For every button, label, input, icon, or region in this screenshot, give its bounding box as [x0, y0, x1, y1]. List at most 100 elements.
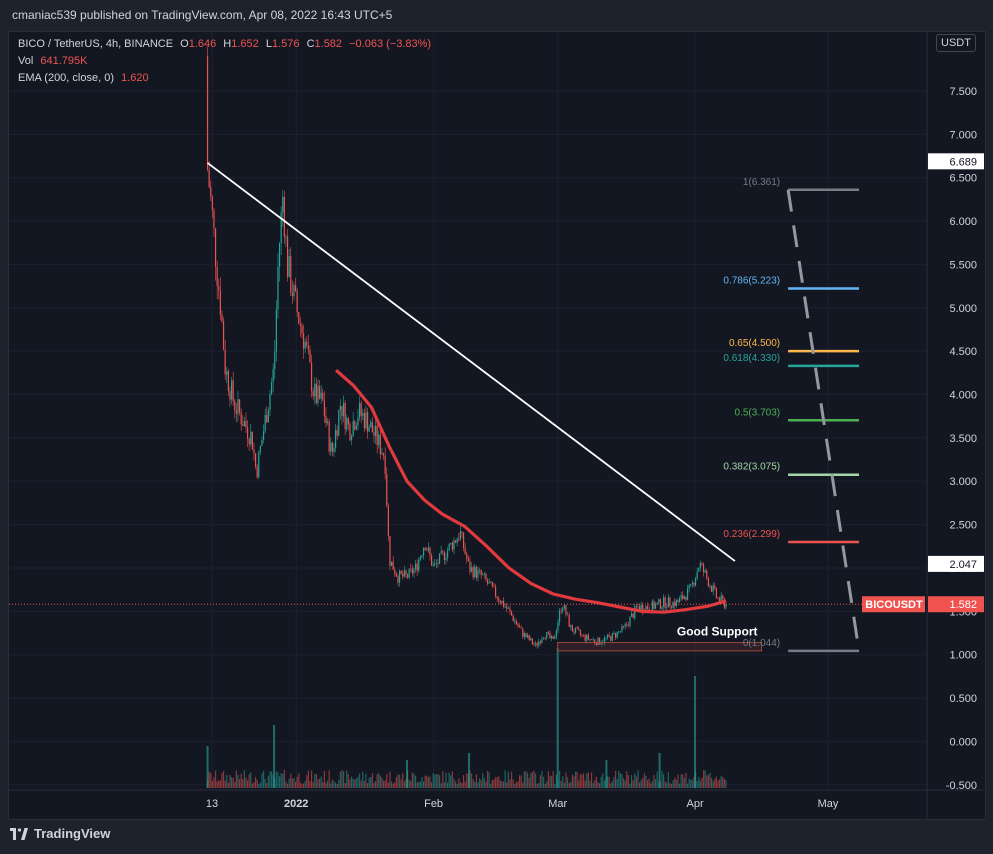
candle-body — [430, 555, 433, 566]
volume-bar — [314, 774, 316, 788]
fib-trend-dashed — [786, 189, 861, 652]
candle-body — [445, 557, 447, 560]
volume-value: 641.795K — [40, 55, 88, 67]
volume-bar — [408, 779, 410, 788]
candle-body — [582, 634, 585, 636]
volume-bar — [640, 779, 642, 788]
candle-body — [245, 420, 247, 428]
volume-bar — [549, 775, 551, 788]
volume-bar — [405, 779, 407, 788]
candle-body — [626, 624, 628, 625]
volume-bar — [381, 777, 383, 788]
candle-body — [715, 587, 717, 598]
volume-bar — [518, 775, 521, 788]
candle-body — [722, 595, 724, 600]
currency-button[interactable]: USDT — [936, 34, 976, 52]
publisher-line: cmaniac539 published on TradingView.com,… — [12, 8, 393, 22]
candle-body — [517, 624, 519, 627]
candle-body — [501, 600, 503, 604]
candle-body — [253, 449, 255, 454]
candle-body — [314, 383, 316, 397]
candle-body — [674, 601, 676, 607]
candle-body — [677, 600, 679, 603]
volume-bar — [317, 779, 319, 788]
volume-bar — [646, 780, 649, 788]
candle-body — [573, 631, 575, 633]
candle-body — [466, 553, 468, 559]
volume-bar — [270, 771, 273, 788]
candle-body — [382, 453, 385, 456]
candle-body — [504, 606, 506, 608]
volume-bar — [222, 771, 225, 788]
candle-body — [629, 616, 631, 626]
candle-body — [275, 309, 277, 352]
candle-body — [222, 321, 225, 350]
candle-body — [565, 605, 567, 615]
candle-body — [584, 634, 586, 641]
volume-bar — [243, 770, 245, 788]
candle-body — [680, 595, 682, 599]
volume-bar — [325, 782, 327, 788]
time-tick-label: Mar — [548, 798, 567, 810]
volume-bar — [570, 781, 572, 788]
candle-body — [251, 431, 253, 450]
candle-body — [240, 412, 242, 425]
candle-body — [474, 566, 476, 578]
candle-body — [438, 553, 441, 564]
volume-bar — [667, 772, 669, 788]
volume-bar — [554, 783, 556, 788]
volume-bar — [720, 775, 722, 788]
volume-bar — [334, 782, 337, 788]
volume-bar — [440, 783, 442, 788]
volume-bar — [446, 782, 449, 788]
candle-body — [542, 637, 545, 640]
volume-bar — [634, 773, 636, 788]
candle-body — [683, 596, 685, 599]
candle-body — [402, 573, 404, 577]
candle-body — [597, 637, 599, 646]
candle-body — [325, 415, 327, 424]
volume-bar — [294, 781, 297, 788]
footer-brand[interactable]: TradingView — [10, 826, 110, 841]
volume-bar — [661, 770, 663, 788]
candle-body — [280, 212, 282, 244]
candle-body — [216, 266, 218, 286]
candle-body — [429, 547, 431, 556]
price-chart[interactable]: Good Support 1(6.361) 0.786(5.223) 0.65(4.5… — [9, 32, 985, 819]
volume-bar — [582, 773, 585, 788]
candle-body — [454, 540, 457, 543]
candle-body — [470, 567, 473, 572]
candle-body — [645, 606, 647, 613]
volume-bar — [458, 778, 460, 788]
volume-bar — [392, 783, 394, 788]
volume-bar — [402, 773, 404, 788]
candle-body — [613, 633, 615, 634]
candle-body — [461, 531, 463, 533]
volume-bar — [654, 779, 657, 788]
symbol-title: BICO / TetherUS, 4h, BINANCE — [18, 38, 174, 50]
volume-bar — [250, 772, 252, 788]
close-value: 1.582 — [314, 38, 343, 50]
volume-bar — [690, 779, 692, 788]
candle-body — [640, 604, 642, 611]
volume-bar — [483, 778, 485, 788]
volume-bar — [376, 774, 378, 788]
candle-body — [704, 570, 706, 573]
volume-bar — [586, 773, 588, 788]
candle-body — [312, 391, 314, 397]
price-tick-label: 3.500 — [949, 433, 977, 445]
candle-body — [206, 56, 209, 170]
volume-bar — [539, 775, 541, 788]
volume-bar — [637, 770, 639, 788]
candle-body — [638, 606, 641, 611]
volume-bar — [656, 771, 658, 788]
candle-body — [642, 604, 644, 612]
candle-body — [520, 627, 522, 629]
volume-bar — [298, 773, 300, 788]
volume-bar — [235, 770, 237, 788]
candle-body — [557, 622, 559, 631]
volume-bar — [563, 782, 565, 788]
volume-bar — [683, 777, 685, 788]
fib-level-label: 0.5(3.703) — [735, 407, 781, 418]
ohlc-row: BICO / TetherUS, 4h, BINANCE O1.646 H1.6… — [18, 36, 431, 53]
